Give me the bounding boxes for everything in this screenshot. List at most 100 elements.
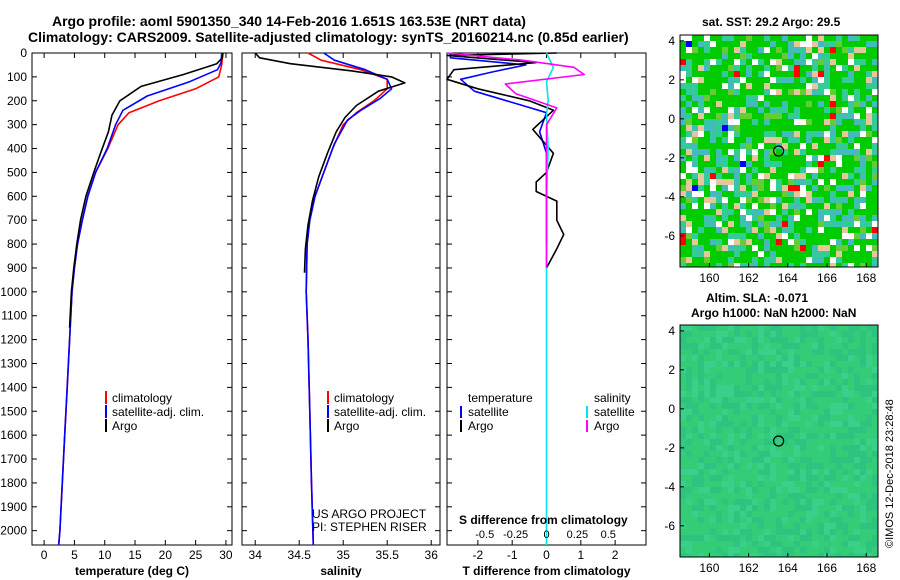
map-cell [854,185,860,191]
map-cell [788,433,794,439]
map-cell [680,493,686,499]
map-cell [824,155,830,161]
map-cell [764,535,770,541]
map-cell [860,143,866,149]
map-cell [692,541,698,547]
map-cell [746,125,752,131]
map-cell [788,421,794,427]
map-cell [716,379,722,385]
map-cell [794,463,800,469]
map-cell [848,35,854,41]
map-cell [830,535,836,541]
map-cell [698,173,704,179]
map-cell [860,415,866,421]
map-cell [728,221,734,227]
map-cell [722,41,728,47]
map-cell [752,553,758,557]
map-cell [794,493,800,499]
map-cell [692,101,698,107]
map-cell [830,41,836,47]
map-cell [854,529,860,535]
map-cell [842,349,848,355]
map-cell [776,155,782,161]
map-cell [764,161,770,167]
map-cell [680,481,686,487]
map-cell [812,53,818,59]
map-cell [848,71,854,77]
map-cell [782,95,788,101]
map-cell [830,251,836,257]
map-cell [872,337,878,343]
map-cell [824,469,830,475]
map-cell [836,227,842,233]
map-cell [704,197,710,203]
map-cell [836,119,842,125]
map-cell [848,505,854,511]
map-cell [692,337,698,343]
map-cell [824,499,830,505]
map-cell [800,149,806,155]
map-cell [722,59,728,65]
map-cell [722,391,728,397]
legend-climatology: climatology [112,391,172,405]
map-cell [794,325,800,331]
map-cell [794,487,800,493]
map-cell [770,41,776,47]
map-cell [836,209,842,215]
x-tick-label: 2 [612,548,619,562]
map-cell [824,65,830,71]
map-cell [680,47,686,53]
map-cell [866,409,872,415]
map-cell [866,41,872,47]
map-cell [722,83,728,89]
map-cell [716,263,722,267]
map-cell [698,41,704,47]
map-cell [704,433,710,439]
map-cell [692,445,698,451]
map-cell [800,427,806,433]
map-cell [818,263,824,267]
map-cell [872,41,878,47]
map-cell [770,251,776,257]
map-cell [806,499,812,505]
map-cell [866,487,872,493]
map-cell [722,367,728,373]
map-cell [704,481,710,487]
map-cell [782,457,788,463]
map-cell [692,179,698,185]
map-cell [872,547,878,553]
map-cell [824,361,830,367]
map-cell [836,53,842,59]
map-cell [812,83,818,89]
map-cell [686,481,692,487]
map-cell [842,167,848,173]
map-cell [758,403,764,409]
map-cell [806,337,812,343]
map-cell [734,511,740,517]
x-tick-label: 30 [219,548,233,562]
map-cell [698,77,704,83]
map-cell [680,83,686,89]
map-cell [776,119,782,125]
map-cell [710,355,716,361]
map-cell [854,391,860,397]
map-cell [722,155,728,161]
map-cell [860,343,866,349]
map-cell [830,245,836,251]
s-diff-tick-label: 0 [543,529,549,541]
map-cell [788,215,794,221]
map-cell [710,65,716,71]
map-cell [866,83,872,89]
map-cell [782,209,788,215]
map-cell [794,547,800,553]
map-cell [758,203,764,209]
map-cell [752,523,758,529]
map-cell [818,403,824,409]
map-cell [692,349,698,355]
map-cell [800,373,806,379]
map-cell [866,203,872,209]
map-cell [806,89,812,95]
map-cell [794,499,800,505]
map-cell [710,481,716,487]
map-cell [794,245,800,251]
